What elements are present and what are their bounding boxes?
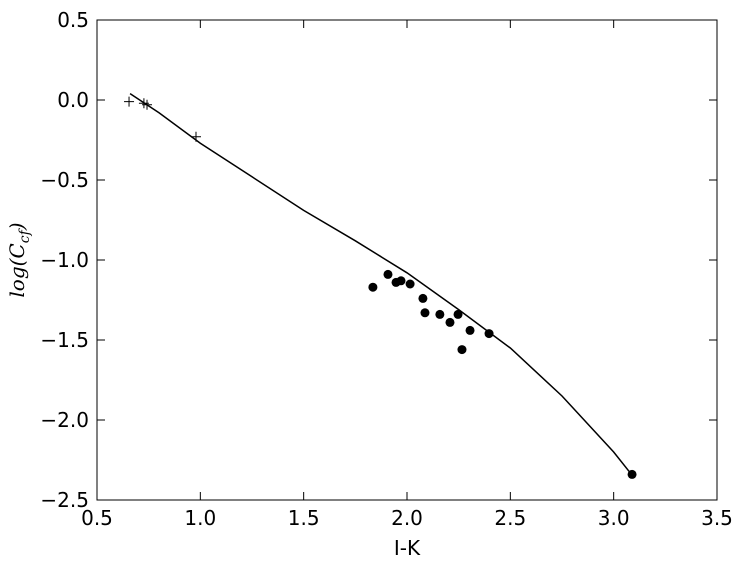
y-label-main: log(C (5, 243, 29, 297)
dot-marker (396, 276, 406, 286)
y-tick-label: 0.5 (57, 8, 89, 32)
dot-marker (453, 309, 463, 319)
y-axis-label: log(Ccf) (5, 222, 33, 297)
dot-marker (457, 345, 467, 355)
y-tick-label: −2.0 (40, 408, 89, 432)
plot-frame (96, 19, 718, 501)
dot-marker (418, 293, 428, 303)
dot-marker (445, 317, 455, 327)
dot-marker (383, 269, 393, 279)
y-tick-label: −0.5 (40, 168, 89, 192)
plus-marker (124, 96, 135, 107)
x-tick-label: 1.5 (288, 506, 320, 530)
dot-marker (420, 308, 430, 318)
dot-marker (368, 282, 378, 292)
dot-marker (405, 279, 415, 289)
y-tick-label: −2.5 (40, 488, 89, 512)
y-tick-label: −1.5 (40, 328, 89, 352)
y-tick-label: −1.0 (40, 248, 89, 272)
x-tick-label: 0.5 (81, 506, 113, 530)
x-tick-label: 2.0 (391, 506, 423, 530)
x-tick-label: 2.5 (494, 506, 526, 530)
y-tick-label: 0.0 (57, 88, 89, 112)
dot-marker (435, 309, 445, 319)
x-tick-label: 3.0 (598, 506, 630, 530)
x-tick-label: 3.5 (701, 506, 733, 530)
y-label-sub: cf (17, 227, 33, 243)
dot-marker (465, 325, 475, 335)
fit-line (129, 92, 631, 474)
x-axis-label: I-K (394, 536, 421, 560)
x-tick-label: 1.0 (184, 506, 216, 530)
y-label-end: ) (5, 222, 29, 231)
